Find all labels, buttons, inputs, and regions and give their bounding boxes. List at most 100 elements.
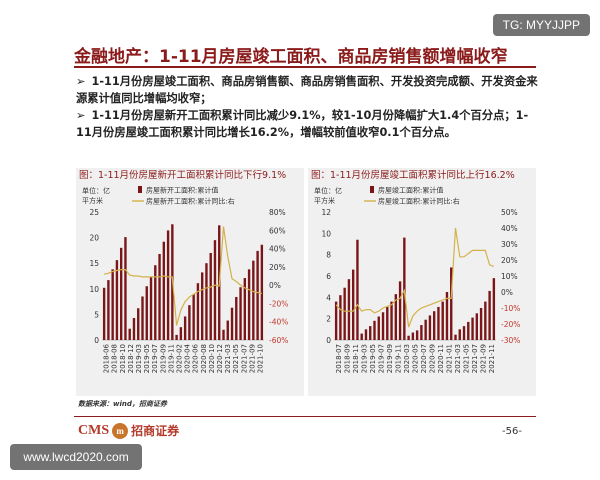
x-tick-label: 2021-05 — [463, 344, 471, 373]
x-tick-label: 2019-11 — [167, 344, 175, 373]
y-right-tick-label: -30% — [501, 336, 520, 345]
x-tick-label: 2018-07 — [335, 344, 343, 373]
bar — [424, 319, 427, 340]
bar — [479, 308, 483, 340]
bar — [137, 308, 140, 340]
x-tick-label: 2021-01 — [446, 344, 454, 373]
legend-bar-swatch — [370, 186, 374, 193]
y-left-tick-label: 25 — [89, 208, 99, 217]
bar — [226, 320, 229, 340]
bar — [347, 279, 351, 340]
unit-label: 平方米 — [82, 196, 103, 205]
bar — [260, 244, 264, 340]
bar — [196, 283, 200, 340]
page-number: -56- — [502, 426, 522, 437]
x-tick-label: 2020-06 — [192, 343, 200, 373]
bar — [128, 328, 131, 340]
x-tick-label: 2019-07 — [377, 344, 385, 373]
bar — [124, 237, 127, 340]
x-tick-label: 2020-12 — [216, 344, 224, 373]
x-tick-label: 2021-07 — [471, 344, 479, 373]
bar — [492, 278, 496, 340]
bar — [205, 263, 208, 340]
bar — [188, 305, 191, 340]
y-right-tick-label: -20% — [269, 299, 288, 308]
x-tick-label: 2021-05 — [232, 344, 240, 373]
y-right-tick-label: 60% — [269, 226, 286, 235]
y-right-tick-label: 80% — [269, 208, 286, 217]
y-right-tick-label: 10% — [501, 272, 518, 281]
bar — [154, 265, 157, 340]
x-tick-label: 2019-11 — [394, 344, 402, 373]
x-tick-label: 2018-06 — [103, 343, 111, 373]
arrow-bullet-icon: ➢ — [76, 109, 86, 122]
chart-title: 图：1-11月份房屋新开工面积累计同比下行9.1% — [79, 170, 287, 181]
bar — [252, 260, 255, 340]
legend-label: 房屋新开工面积:累计同比:右 — [146, 197, 235, 206]
bar — [445, 292, 449, 340]
unit-label: 单位：亿 — [314, 186, 342, 195]
y-right-tick-label: 20% — [501, 256, 518, 265]
logo-badge-icon: m — [112, 422, 129, 439]
arrow-bullet-icon: ➢ — [76, 75, 86, 88]
bar — [107, 280, 110, 340]
legend-label: 房屋新开工面积:累计值 — [146, 186, 218, 195]
bullet-item: ➢ 1-11月份房屋竣工面积、商品房销售额、商品房销售面积、开发投资完成额、开发资… — [76, 74, 538, 107]
x-tick-label: 2020-03 — [403, 344, 411, 373]
bar — [467, 321, 470, 340]
yoy-line — [335, 227, 495, 328]
y-right-tick-label: 40% — [501, 224, 518, 233]
source-note: 数据来源：wind，招商证券 — [78, 400, 167, 408]
bar — [381, 312, 385, 340]
bar — [222, 329, 225, 340]
bar — [462, 326, 466, 340]
x-tick-label: 2019-09 — [159, 344, 167, 373]
bar — [183, 316, 187, 340]
bar — [179, 327, 183, 340]
bar — [247, 269, 251, 340]
y-right-tick-label: -40% — [269, 318, 288, 327]
y-left-tick-label: 6 — [326, 272, 331, 281]
y-right-tick-label: -60% — [269, 336, 288, 345]
chart-completion: 图：1-11月份房屋竣工面积累计同比上行16.2% 单位：亿 平方米 房屋竣工面积:… — [308, 168, 536, 396]
x-tick-label: 2019-07 — [151, 344, 159, 373]
x-tick-label: 2019-05 — [143, 344, 151, 373]
bar — [441, 301, 444, 340]
x-tick-label: 2020-11 — [437, 344, 445, 373]
x-tick-label: 2021-11 — [488, 344, 496, 373]
bar — [200, 272, 204, 340]
bar — [115, 260, 119, 340]
slide-title: 金融地产：1-11月房屋竣工面积、商品房销售额增幅收窄 — [74, 47, 508, 67]
bar — [432, 311, 436, 340]
bar — [373, 320, 376, 340]
logo-chinese-text: 招商证券 — [131, 424, 180, 438]
bar — [235, 296, 238, 340]
bar — [343, 287, 346, 340]
y-left-tick-label: 10 — [321, 229, 331, 238]
y-right-tick-label: 50% — [501, 208, 518, 217]
x-tick-label: 2020-05 — [412, 344, 420, 373]
watermark-website: www.lwcd2020.com — [10, 444, 142, 470]
y-left-tick-label: 0 — [326, 336, 331, 345]
x-tick-label: 2021-03 — [224, 344, 232, 373]
y-left-tick-label: 8 — [326, 251, 331, 260]
y-left-tick-label: 12 — [321, 208, 331, 217]
title-divider — [74, 66, 536, 68]
unit-label: 单位：亿 — [82, 186, 110, 195]
y-right-tick-label: 30% — [501, 240, 518, 249]
bar — [230, 307, 234, 340]
bullet-text: 1-11月份房屋竣工面积、商品房销售额、商品房销售面积、开发投资完成额、开发资金… — [76, 75, 538, 105]
x-tick-label: 2020-08 — [200, 344, 208, 373]
bullet-item: ➢ 1-11月份房屋新开工面积累计同比减少9.1%，较1-10月份降幅扩大1.4个… — [76, 108, 538, 141]
x-tick-label: 2019-05 — [369, 344, 377, 373]
bar — [428, 315, 432, 340]
bar — [102, 287, 106, 340]
bar — [158, 253, 161, 340]
y-right-tick-label: 0% — [269, 281, 281, 290]
unit-label: 平方米 — [314, 196, 335, 205]
y-left-tick-label: 15 — [89, 259, 99, 268]
x-tick-label: 2018-10 — [119, 344, 127, 373]
x-tick-label: 2020-07 — [420, 344, 428, 373]
bar — [119, 247, 123, 340]
